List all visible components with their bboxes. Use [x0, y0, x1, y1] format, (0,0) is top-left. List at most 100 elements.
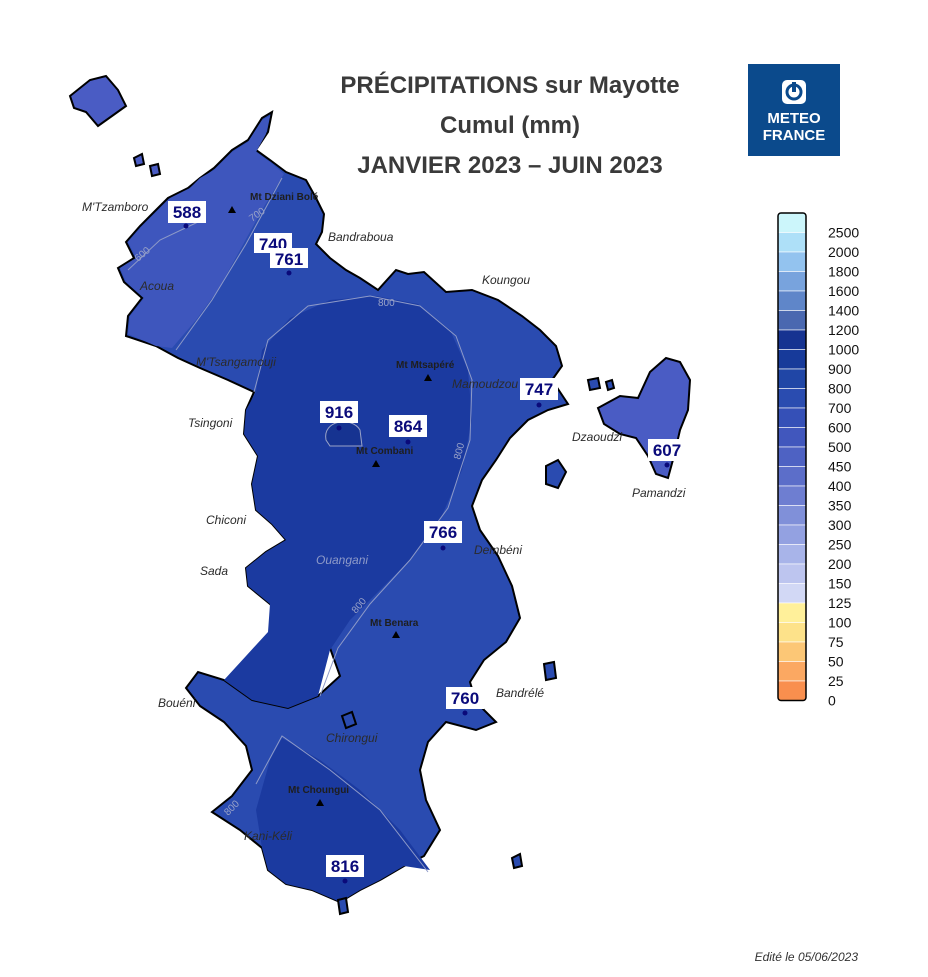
isoline-label-800-east: 800	[452, 441, 467, 460]
mountain-triangle-icon	[392, 631, 400, 638]
meteo-france-logo: METEO FRANCE	[748, 64, 840, 156]
islet-north-small-2	[148, 162, 162, 178]
legend-swatch	[777, 466, 807, 487]
islet-east-1	[545, 458, 568, 490]
place-chirongui: Chirongui	[326, 731, 378, 745]
legend-label: 250	[828, 537, 852, 553]
station-value: 761	[275, 250, 303, 269]
islet-north-small	[132, 152, 146, 168]
isoline-800-south	[255, 735, 429, 873]
edit-date-note: Edité le 05/06/2023	[754, 950, 858, 964]
islet-east-4	[542, 660, 558, 682]
station-607: 607	[648, 439, 686, 468]
map-title: PRÉCIPITATIONS sur Mayotte	[340, 72, 680, 99]
place-kani-keli: Kani-Kéli	[244, 829, 292, 843]
station-value: 916	[325, 403, 353, 422]
mountain-triangle-icon	[228, 206, 236, 213]
islet-south	[336, 896, 350, 916]
mountain-combani: Mt Combani	[356, 446, 413, 467]
legend-label: 1400	[828, 303, 859, 319]
legend-label: 2000	[828, 244, 859, 260]
legend-swatch	[777, 446, 807, 467]
legend-swatch	[777, 232, 807, 253]
logo-text-line2: FRANCE	[762, 127, 826, 144]
legend-swatch	[777, 368, 807, 389]
legend-swatch	[777, 661, 807, 682]
legend-label: 900	[828, 361, 852, 377]
station-value: 607	[653, 441, 681, 460]
legend-swatch	[777, 622, 807, 643]
station-value: 760	[451, 689, 479, 708]
legend-label: 75	[828, 634, 844, 650]
place-mamoudzou: Mamoudzou	[452, 377, 518, 391]
mountain-label: Mt Combani	[356, 446, 413, 457]
legend-swatch	[777, 349, 807, 370]
map-subtitle-unit: Cumul (mm)	[440, 112, 580, 139]
legend-frame	[777, 212, 807, 702]
mountain-benara: Mt Benara	[370, 618, 419, 638]
legend-swatch	[777, 427, 807, 448]
legend-label: 50	[828, 654, 844, 670]
place-boueni: Bouéni	[158, 696, 196, 710]
legend-swatch	[777, 212, 807, 233]
mountain-label: Mt Dziani Bolé	[250, 192, 319, 203]
legend-swatch	[777, 505, 807, 526]
mountain-triangle-icon	[424, 374, 432, 381]
legend-swatch	[777, 271, 807, 292]
station-916: 916	[320, 401, 358, 431]
station-760: 760	[446, 687, 484, 716]
legend-label: 150	[828, 576, 852, 592]
place-koungou: Koungou	[482, 273, 530, 287]
legend-label: 1000	[828, 342, 859, 358]
isoline-800-north	[253, 295, 473, 697]
legend-swatch	[777, 602, 807, 623]
zone-600-700	[120, 116, 284, 348]
mountain-choungui: Mt Choungui	[288, 785, 349, 806]
station-816: 816	[326, 855, 364, 884]
legend-swatch	[777, 544, 807, 565]
place-ouangani: Ouangani	[316, 553, 368, 567]
mountain-label: Mt Mtsapéré	[396, 360, 455, 371]
legend-label: 2500	[828, 225, 859, 241]
legend-swatch	[777, 310, 807, 331]
station-value: 816	[331, 857, 359, 876]
place-mtsangamouji: M'Tsangamouji	[196, 355, 276, 369]
place-pamandzi: Pamandzi	[632, 486, 686, 500]
mountain-dziani-bole: Mt Dziani Bolé	[228, 192, 319, 213]
mountain-label: Mt Benara	[370, 618, 419, 629]
place-tsingoni: Tsingoni	[188, 416, 233, 430]
legend-label: 0	[828, 693, 836, 709]
legend-swatch	[777, 563, 807, 584]
legend-label: 450	[828, 459, 852, 475]
station-dot-icon	[664, 462, 670, 468]
mountain-label: Mt Choungui	[288, 785, 349, 796]
logo-emblem-icon	[782, 80, 806, 104]
legend-swatch	[777, 407, 807, 428]
station-dot-icon	[405, 439, 411, 445]
zone-800-900	[224, 296, 472, 708]
zone-south-800	[256, 738, 430, 902]
station-dot-icon	[462, 710, 468, 716]
station-747: 747	[520, 378, 558, 408]
islet-northwest	[68, 74, 128, 128]
station-dot-icon	[342, 878, 348, 884]
place-mtzamboro: M'Tzamboro	[82, 200, 149, 214]
logo-text-line1: METEO	[767, 110, 821, 127]
station-761: 761	[270, 248, 308, 276]
legend-swatch	[777, 583, 807, 604]
legend-label: 300	[828, 517, 852, 533]
legend-label: 1600	[828, 283, 859, 299]
legend-swatch	[777, 680, 807, 701]
legend-swatch	[777, 485, 807, 506]
legend-swatch	[777, 251, 807, 272]
legend-swatch	[777, 641, 807, 662]
station-588: 588	[168, 201, 206, 229]
color-legend: 2500200018001600140012001000900800700600…	[777, 212, 859, 709]
station-value: 747	[525, 380, 553, 399]
legend-swatch	[777, 524, 807, 545]
legend-label: 700	[828, 400, 852, 416]
place-dembeni: Dembéni	[474, 543, 522, 557]
map-period: JANVIER 2023 – JUIN 2023	[357, 152, 663, 179]
legend-label: 200	[828, 556, 852, 572]
